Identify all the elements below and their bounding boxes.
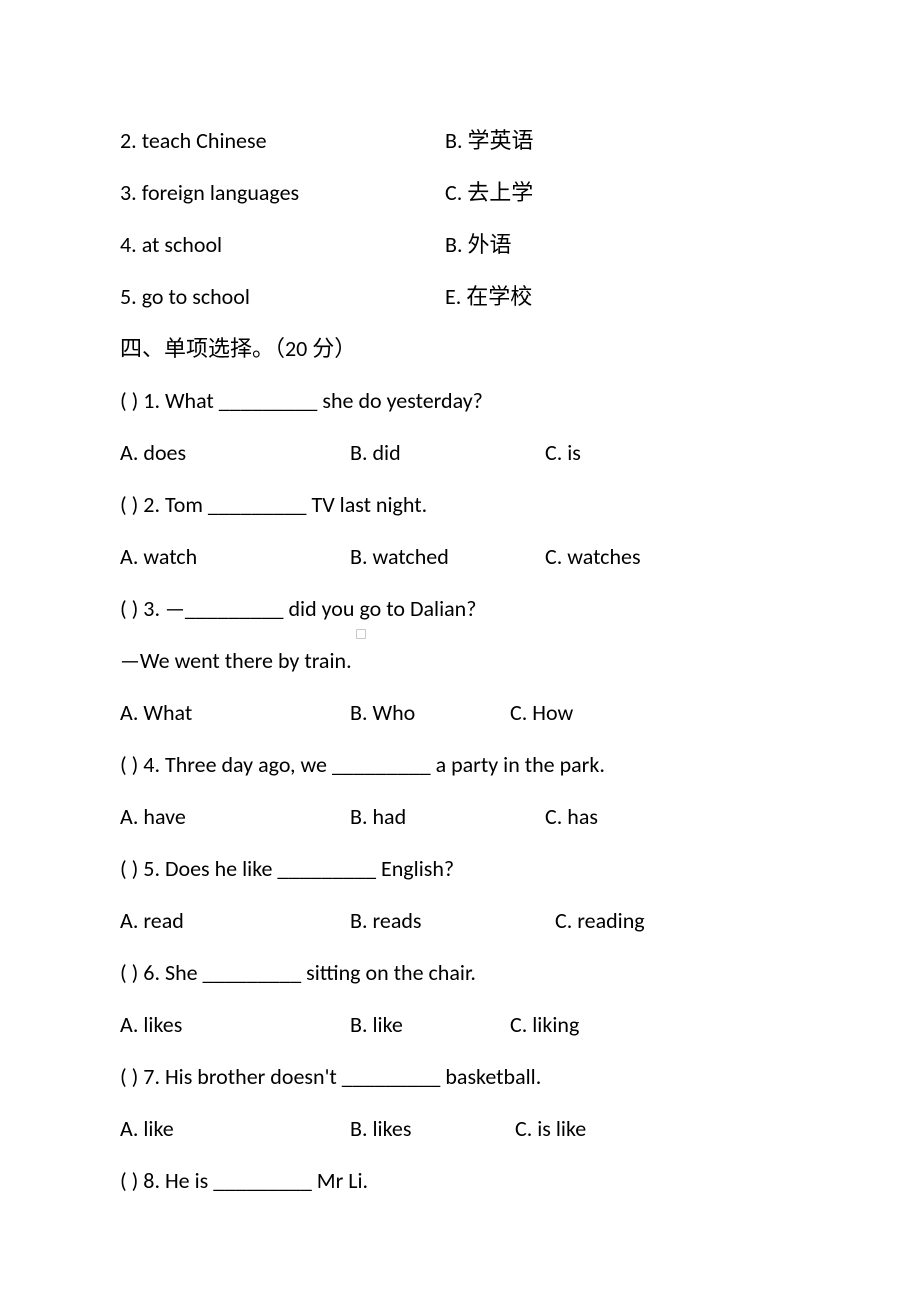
choice-a: A. like	[120, 1118, 350, 1140]
question-choices: A. likes B. like C. liking	[120, 1014, 800, 1036]
match-right: E. 在学校	[445, 286, 800, 308]
choice-b: B. Who	[350, 702, 510, 724]
choice-b: B. likes	[350, 1118, 515, 1140]
match-row: 3. foreign languages C. 去上学	[120, 182, 800, 204]
match-left: 5. go to school	[120, 286, 445, 308]
choice-c: C. is	[545, 442, 800, 464]
match-en: go to school	[142, 283, 250, 310]
match-num: 5.	[120, 283, 137, 310]
choice-c: C. has	[545, 806, 800, 828]
watermark-icon	[356, 629, 366, 639]
match-zh: 去上学	[467, 179, 533, 206]
question-choices: A. does B. did C. is	[120, 442, 800, 464]
match-letter: B.	[445, 127, 463, 154]
match-zh: 学英语	[468, 127, 534, 154]
question-stem: ( ) 1. What _________ she do yesterday?	[120, 390, 800, 412]
choice-c: C. is like	[515, 1118, 800, 1140]
match-en: teach Chinese	[142, 127, 267, 154]
question-choices: A. like B. likes C. is like	[120, 1118, 800, 1140]
choice-c: C. How	[510, 702, 800, 724]
question-stem: ( ) 4. Three day ago, we _________ a par…	[120, 754, 800, 776]
choice-b: B. watched	[350, 546, 545, 568]
question-stem: ( ) 7. His brother doesn't _________ bas…	[120, 1066, 800, 1088]
choice-b: B. did	[350, 442, 545, 464]
section-title: 四、单项选择。（20 分）	[120, 338, 800, 360]
match-right: C. 去上学	[445, 182, 800, 204]
choice-b: B. reads	[350, 910, 555, 932]
match-row: 2. teach Chinese B. 学英语	[120, 130, 800, 152]
match-row: 5. go to school E. 在学校	[120, 286, 800, 308]
match-zh: 在学校	[466, 283, 532, 310]
match-letter: B.	[445, 231, 463, 258]
question-choices: A. What B. Who C. How	[120, 702, 800, 724]
match-right: B. 外语	[445, 234, 800, 256]
question-stem: ( ) 2. Tom _________ TV last night.	[120, 494, 800, 516]
question-choices: A. read B. reads C. reading	[120, 910, 800, 932]
page: 2. teach Chinese B. 学英语 3. foreign langu…	[0, 0, 920, 1302]
match-en: at school	[142, 231, 222, 258]
choice-a: A. likes	[120, 1014, 350, 1036]
question-stem: ( ) 6. She _________ sitting on the chai…	[120, 962, 800, 984]
question-stem: ( ) 3. —_________ did you go to Dalian?	[120, 598, 800, 620]
match-en: foreign languages	[142, 179, 299, 206]
match-num: 2.	[120, 127, 137, 154]
question-followup: —We went there by train.	[120, 650, 800, 672]
choice-a: A. read	[120, 910, 350, 932]
choice-a: A. have	[120, 806, 350, 828]
match-letter: C.	[445, 179, 462, 206]
match-left: 2. teach Chinese	[120, 130, 445, 152]
choice-a: A. What	[120, 702, 350, 724]
match-letter: E.	[445, 283, 461, 310]
choice-c: C. liking	[510, 1014, 800, 1036]
question-stem: ( ) 5. Does he like _________ English?	[120, 858, 800, 880]
match-left: 3. foreign languages	[120, 182, 445, 204]
match-num: 3.	[120, 179, 137, 206]
choice-a: A. watch	[120, 546, 350, 568]
match-num: 4.	[120, 231, 137, 258]
choice-b: B. had	[350, 806, 545, 828]
match-right: B. 学英语	[445, 130, 800, 152]
question-stem: ( ) 8. He is _________ Mr Li.	[120, 1170, 800, 1192]
match-row: 4. at school B. 外语	[120, 234, 800, 256]
match-zh: 外语	[468, 231, 512, 258]
choice-b: B. like	[350, 1014, 510, 1036]
question-choices: A. watch B. watched C. watches	[120, 546, 800, 568]
match-left: 4. at school	[120, 234, 445, 256]
choice-c: C. watches	[545, 546, 800, 568]
question-choices: A. have B. had C. has	[120, 806, 800, 828]
choice-a: A. does	[120, 442, 350, 464]
choice-c: C. reading	[555, 910, 800, 932]
